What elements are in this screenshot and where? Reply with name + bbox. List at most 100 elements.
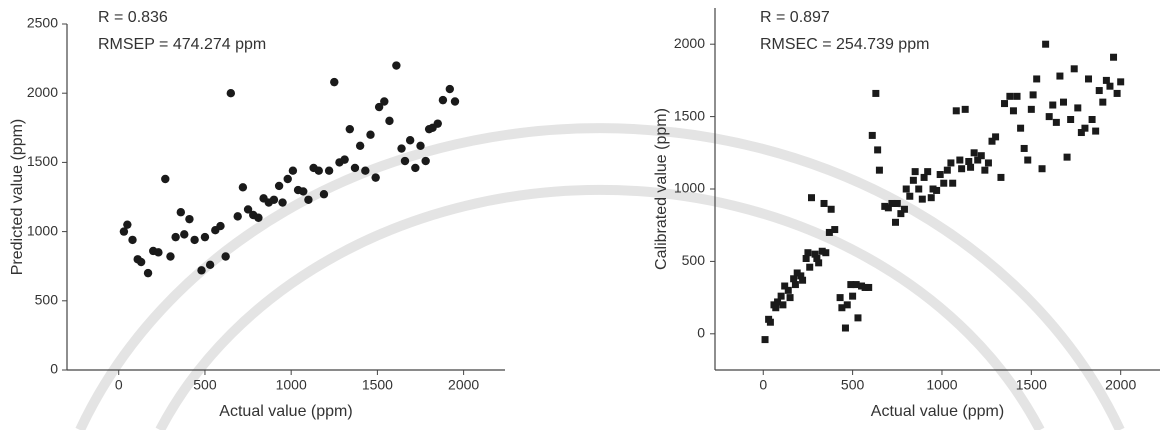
point (119, 227, 129, 236)
point (988, 137, 996, 145)
point (781, 282, 789, 290)
point (811, 250, 819, 258)
point (340, 155, 349, 164)
point (766, 318, 774, 326)
point (233, 212, 242, 221)
point (1110, 53, 1118, 61)
point (154, 248, 163, 257)
point (1070, 65, 1078, 73)
point (1113, 89, 1121, 97)
point (918, 195, 926, 203)
point (1027, 105, 1035, 113)
point (1052, 118, 1060, 126)
point (936, 171, 944, 179)
point (1049, 101, 1057, 109)
x-tick-label: 1500 (1016, 377, 1047, 393)
point (933, 186, 941, 194)
point (288, 166, 298, 175)
point (1029, 91, 1037, 99)
annotation: R = 0.897 (760, 9, 830, 26)
point (361, 166, 370, 175)
y-tick-label: 500 (35, 292, 59, 308)
point (1013, 92, 1021, 100)
point (445, 84, 455, 94)
point (283, 174, 292, 184)
point (799, 276, 807, 284)
point (1024, 156, 1032, 164)
point (929, 185, 937, 193)
point (274, 181, 284, 191)
point (278, 198, 287, 207)
point (806, 263, 814, 271)
point (1045, 113, 1053, 121)
x-axis-label: Actual value (ppm) (219, 403, 352, 420)
point (1074, 104, 1082, 112)
point (1001, 100, 1009, 108)
x-tick-label: 1000 (926, 377, 957, 393)
point (1017, 124, 1025, 132)
y-tick-label: 0 (50, 361, 58, 377)
point (838, 304, 846, 312)
point (967, 163, 975, 171)
point (843, 301, 851, 309)
point (1106, 82, 1114, 90)
point (197, 266, 206, 275)
point (254, 213, 263, 222)
point (797, 272, 805, 280)
point (314, 166, 323, 175)
point (802, 255, 810, 263)
point (847, 281, 855, 289)
point (166, 252, 175, 261)
point (893, 199, 901, 207)
point (299, 187, 308, 196)
y-tick-label: 1000 (674, 180, 705, 196)
point (128, 235, 137, 245)
point (924, 168, 932, 176)
point (825, 228, 833, 236)
point (909, 176, 917, 184)
point (911, 168, 919, 176)
point (405, 136, 415, 145)
point (1006, 92, 1014, 100)
point (1088, 115, 1096, 123)
point (355, 141, 365, 150)
point (868, 131, 876, 139)
point (304, 195, 313, 204)
point (400, 156, 410, 166)
point (1042, 40, 1050, 48)
point (836, 294, 844, 302)
point (185, 214, 194, 224)
y-tick-label: 1500 (27, 153, 58, 169)
y-tick-label: 0 (697, 325, 705, 341)
point (813, 255, 821, 263)
point (450, 97, 460, 106)
point (421, 156, 430, 166)
point (920, 173, 928, 181)
point (927, 194, 935, 202)
point (849, 292, 857, 300)
point (888, 199, 896, 207)
x-tick-label: 1000 (276, 377, 307, 393)
point (180, 230, 189, 239)
point (243, 205, 253, 214)
y-tick-label: 2000 (27, 84, 58, 100)
point (1067, 115, 1075, 123)
point (818, 247, 826, 255)
y-tick-label: 1000 (27, 222, 58, 238)
point (881, 202, 889, 210)
point (815, 259, 823, 267)
point (269, 195, 279, 204)
point (319, 190, 329, 199)
point (992, 133, 1000, 141)
point (1033, 75, 1041, 83)
point (977, 152, 985, 160)
point (324, 166, 334, 175)
point (143, 268, 153, 278)
point (392, 61, 401, 70)
point (200, 232, 210, 242)
x-axis-label: Actual value (ppm) (871, 403, 1004, 420)
point (411, 163, 420, 173)
point (943, 166, 951, 174)
point (858, 282, 866, 290)
point (1009, 107, 1017, 115)
